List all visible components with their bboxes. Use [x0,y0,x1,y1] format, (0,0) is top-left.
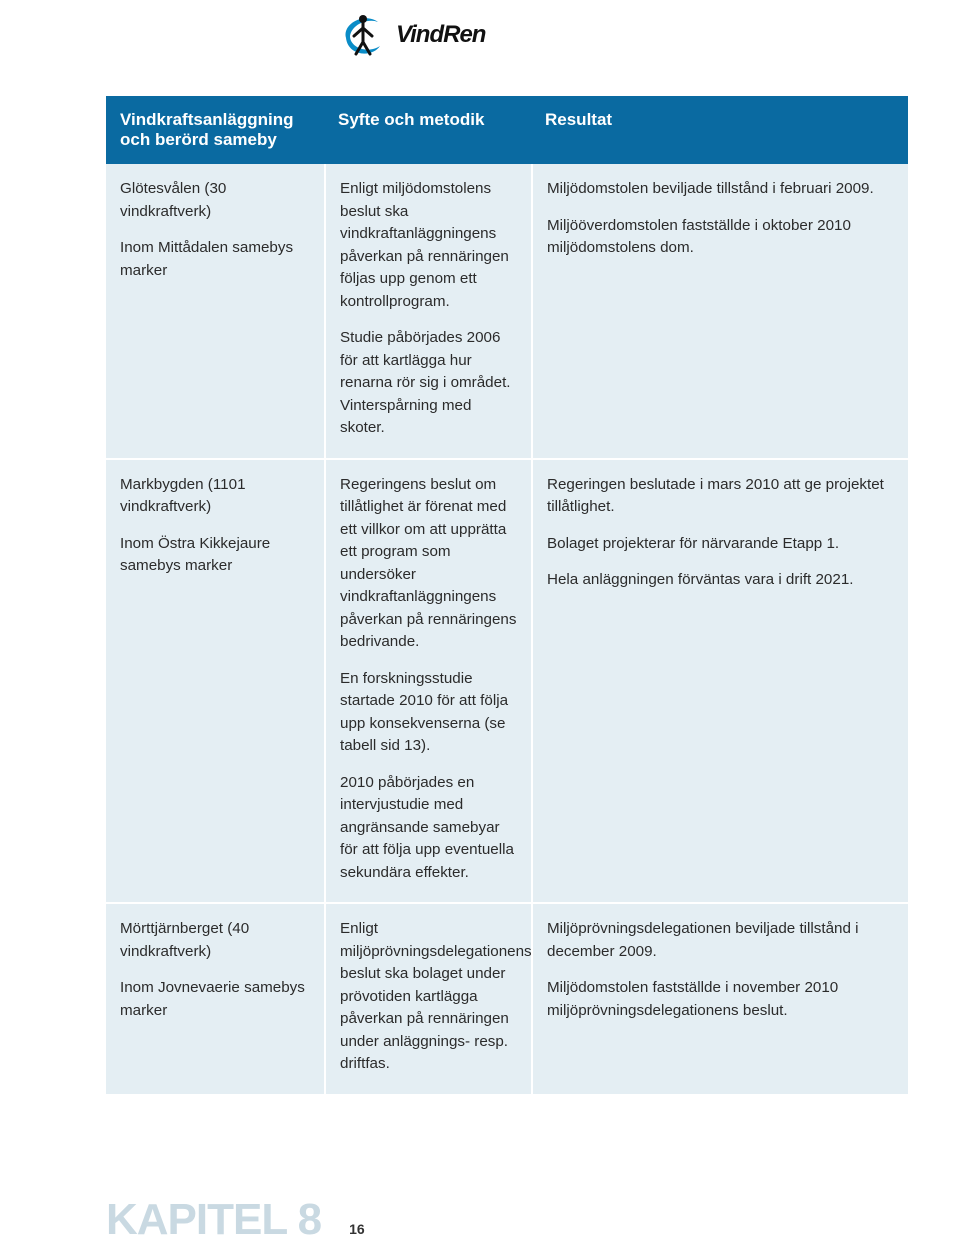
cell-paragraph: Bolaget projekterar för närvarande Etapp… [547,533,894,556]
facility-cell: Glötesvålen (30 vindkraftverk) Inom Mitt… [106,164,324,458]
cell-paragraph: Miljöprövningsdelegationen beviljade til… [547,918,894,963]
cell-paragraph: 2010 påbörjades en intervjustudie med an… [340,772,517,885]
cell-paragraph: Miljööverdomstolen fastställde i oktober… [547,215,894,260]
cell-paragraph: Regeringens beslut om tillåtlighet är fö… [340,474,517,654]
cell-paragraph: En forskningsstudie startade 2010 för at… [340,668,517,758]
table-row: Markbygden (1101 vindkraftverk) Inom Öst… [106,460,908,905]
table-row: Glötesvålen (30 vindkraftverk) Inom Mitt… [106,164,908,460]
result-cell: Miljöprövningsdelegationen beviljade til… [531,904,908,1094]
cell-paragraph: Studie påbörjades 2006 för att kartlägga… [340,327,517,440]
comparison-table: Vindkraftsanläggning och berörd sameby S… [106,96,908,1096]
method-cell: Enligt miljödomstolens beslut ska vindkr… [324,164,531,458]
cell-paragraph: Inom Mittådalen samebys marker [120,237,310,282]
method-cell: Enligt miljöprövningsdelegationens beslu… [324,904,531,1094]
cell-paragraph: Enligt miljöprövningsdelegationens beslu… [340,918,517,1076]
cell-paragraph: Hela anläggningen förväntas vara i drift… [547,569,894,592]
column-header: Resultat [531,96,908,164]
cell-paragraph: Regeringen beslutade i mars 2010 att ge … [547,474,894,519]
cell-paragraph: Miljödomstolen beviljade tillstånd i feb… [547,178,894,201]
cell-paragraph: Enligt miljödomstolens beslut ska vindkr… [340,178,517,313]
column-header: Vindkraftsanläggning och berörd sameby [106,96,324,164]
cell-paragraph: Miljödomstolen fastställde i november 20… [547,977,894,1022]
cell-paragraph: Mörttjärnberget (40 vindkraftverk) [120,918,310,963]
page-footer: KAPITEL 8 16 [106,1195,365,1245]
result-cell: Regeringen beslutade i mars 2010 att ge … [531,460,908,903]
facility-cell: Markbygden (1101 vindkraftverk) Inom Öst… [106,460,324,903]
brand-logo: VindRen [336,8,485,62]
facility-cell: Mörttjärnberget (40 vindkraftverk) Inom … [106,904,324,1094]
swoosh-icon [336,8,390,62]
method-cell: Regeringens beslut om tillåtlighet är fö… [324,460,531,903]
cell-paragraph: Inom Jovnevaerie samebys marker [120,977,310,1022]
page-number: 16 [349,1221,365,1237]
column-header: Syfte och metodik [324,96,531,164]
brand-name: VindRen [396,21,485,49]
table-header-row: Vindkraftsanläggning och berörd sameby S… [106,96,908,164]
table-row: Mörttjärnberget (40 vindkraftverk) Inom … [106,904,908,1096]
chapter-label: KAPITEL 8 [106,1195,321,1245]
cell-paragraph: Markbygden (1101 vindkraftverk) [120,474,310,519]
cell-paragraph: Glötesvålen (30 vindkraftverk) [120,178,310,223]
cell-paragraph: Inom Östra Kikkejaure samebys marker [120,533,310,578]
result-cell: Miljödomstolen beviljade tillstånd i feb… [531,164,908,458]
